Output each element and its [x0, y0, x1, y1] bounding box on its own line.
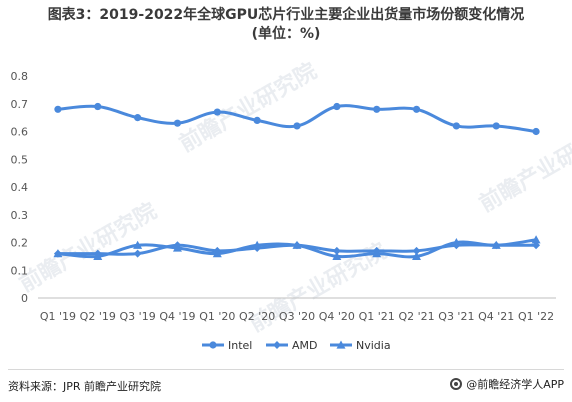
y-tick-label: 0.6	[11, 126, 29, 139]
data-point-intel	[293, 122, 301, 130]
data-point-intel	[54, 105, 62, 113]
y-tick-label: 0.7	[11, 98, 29, 111]
data-point-nvidia	[212, 249, 222, 258]
x-tick-label: Q3 '21	[438, 310, 474, 323]
data-point-nvidia	[172, 243, 182, 252]
data-point-nvidia	[451, 238, 461, 247]
data-point-intel	[213, 108, 221, 116]
x-tick-label: Q2 '19	[80, 310, 116, 323]
data-point-nvidia	[292, 240, 302, 249]
data-point-amd	[412, 246, 421, 255]
data-point-intel	[412, 105, 421, 113]
title-line-1: 图表3：2019-2022年全球GPU芯片行业主要企业出货量市场份额变化情况	[47, 7, 525, 23]
legend-label-nvidia: Nvidia	[356, 339, 391, 352]
data-point-intel	[134, 114, 142, 122]
data-point-intel	[373, 105, 381, 113]
data-point-nvidia	[93, 251, 103, 260]
data-point-intel	[94, 102, 102, 111]
data-point-intel	[532, 127, 540, 136]
data-point-intel	[173, 119, 182, 127]
source-note: 资料来源：JPR 前瞻产业研究院	[8, 380, 162, 393]
data-point-nvidia	[133, 240, 143, 249]
footer-divider	[8, 369, 564, 370]
x-tick-label: Q1 '20	[199, 310, 235, 323]
x-tick-label: Q2 '20	[239, 310, 275, 323]
data-point-nvidia	[372, 249, 382, 258]
chart-title: 图表3：2019-2022年全球GPU芯片行业主要企业出货量市场份额变化情况 (…	[0, 6, 572, 44]
x-tick-label: Q1 '19	[40, 310, 76, 323]
legend-marker-nvidia	[336, 340, 346, 349]
legend-label-amd: AMD	[292, 339, 318, 352]
data-point-nvidia	[412, 251, 422, 260]
data-point-nvidia	[252, 240, 262, 249]
y-tick-label: 0.8	[11, 70, 29, 83]
data-point-intel	[253, 116, 261, 124]
data-point-intel	[452, 122, 460, 130]
data-point-amd	[133, 249, 142, 258]
x-tick-label: Q3 '20	[279, 310, 315, 323]
legend-label-intel: Intel	[228, 339, 252, 352]
x-tick-label: Q2 '21	[398, 310, 434, 323]
brand-text: @前瞻经济学人APP	[466, 378, 564, 391]
data-point-intel	[492, 122, 500, 130]
data-point-nvidia	[491, 240, 501, 249]
data-point-nvidia	[53, 249, 63, 258]
x-tick-label: Q4 '20	[319, 310, 355, 323]
x-tick-label: Q3 '19	[120, 310, 156, 323]
x-tick-label: Q4 '21	[478, 310, 514, 323]
y-tick-label: 0.3	[11, 209, 29, 222]
x-tick-label: Q4 '19	[159, 310, 195, 323]
title-line-2: (单位：%)	[251, 26, 321, 42]
data-point-intel	[333, 102, 341, 111]
brand-logo-icon	[450, 378, 463, 390]
legend-marker-intel	[209, 341, 217, 349]
y-tick-label: 0	[21, 292, 28, 305]
line-chart: 0 0.1 0.2 0.3 0.4 0.5 0.6 0.7 0.8 Q1 '19 Q2 '19 Q3 …	[11, 70, 556, 352]
brand-credit: @前瞻经济学人APP	[450, 376, 564, 392]
y-tick-label: 0.1	[11, 264, 29, 277]
y-tick-label: 0.5	[11, 153, 29, 166]
y-tick-label: 0.2	[11, 237, 29, 250]
data-point-nvidia	[531, 235, 541, 244]
x-tick-label: Q1 '21	[359, 310, 395, 323]
y-tick-label: 0.4	[11, 181, 29, 194]
x-tick-label: Q1 '22	[518, 310, 554, 323]
data-point-nvidia	[332, 251, 342, 260]
legend-marker-amd	[273, 341, 281, 349]
data-point-amd	[332, 246, 341, 255]
